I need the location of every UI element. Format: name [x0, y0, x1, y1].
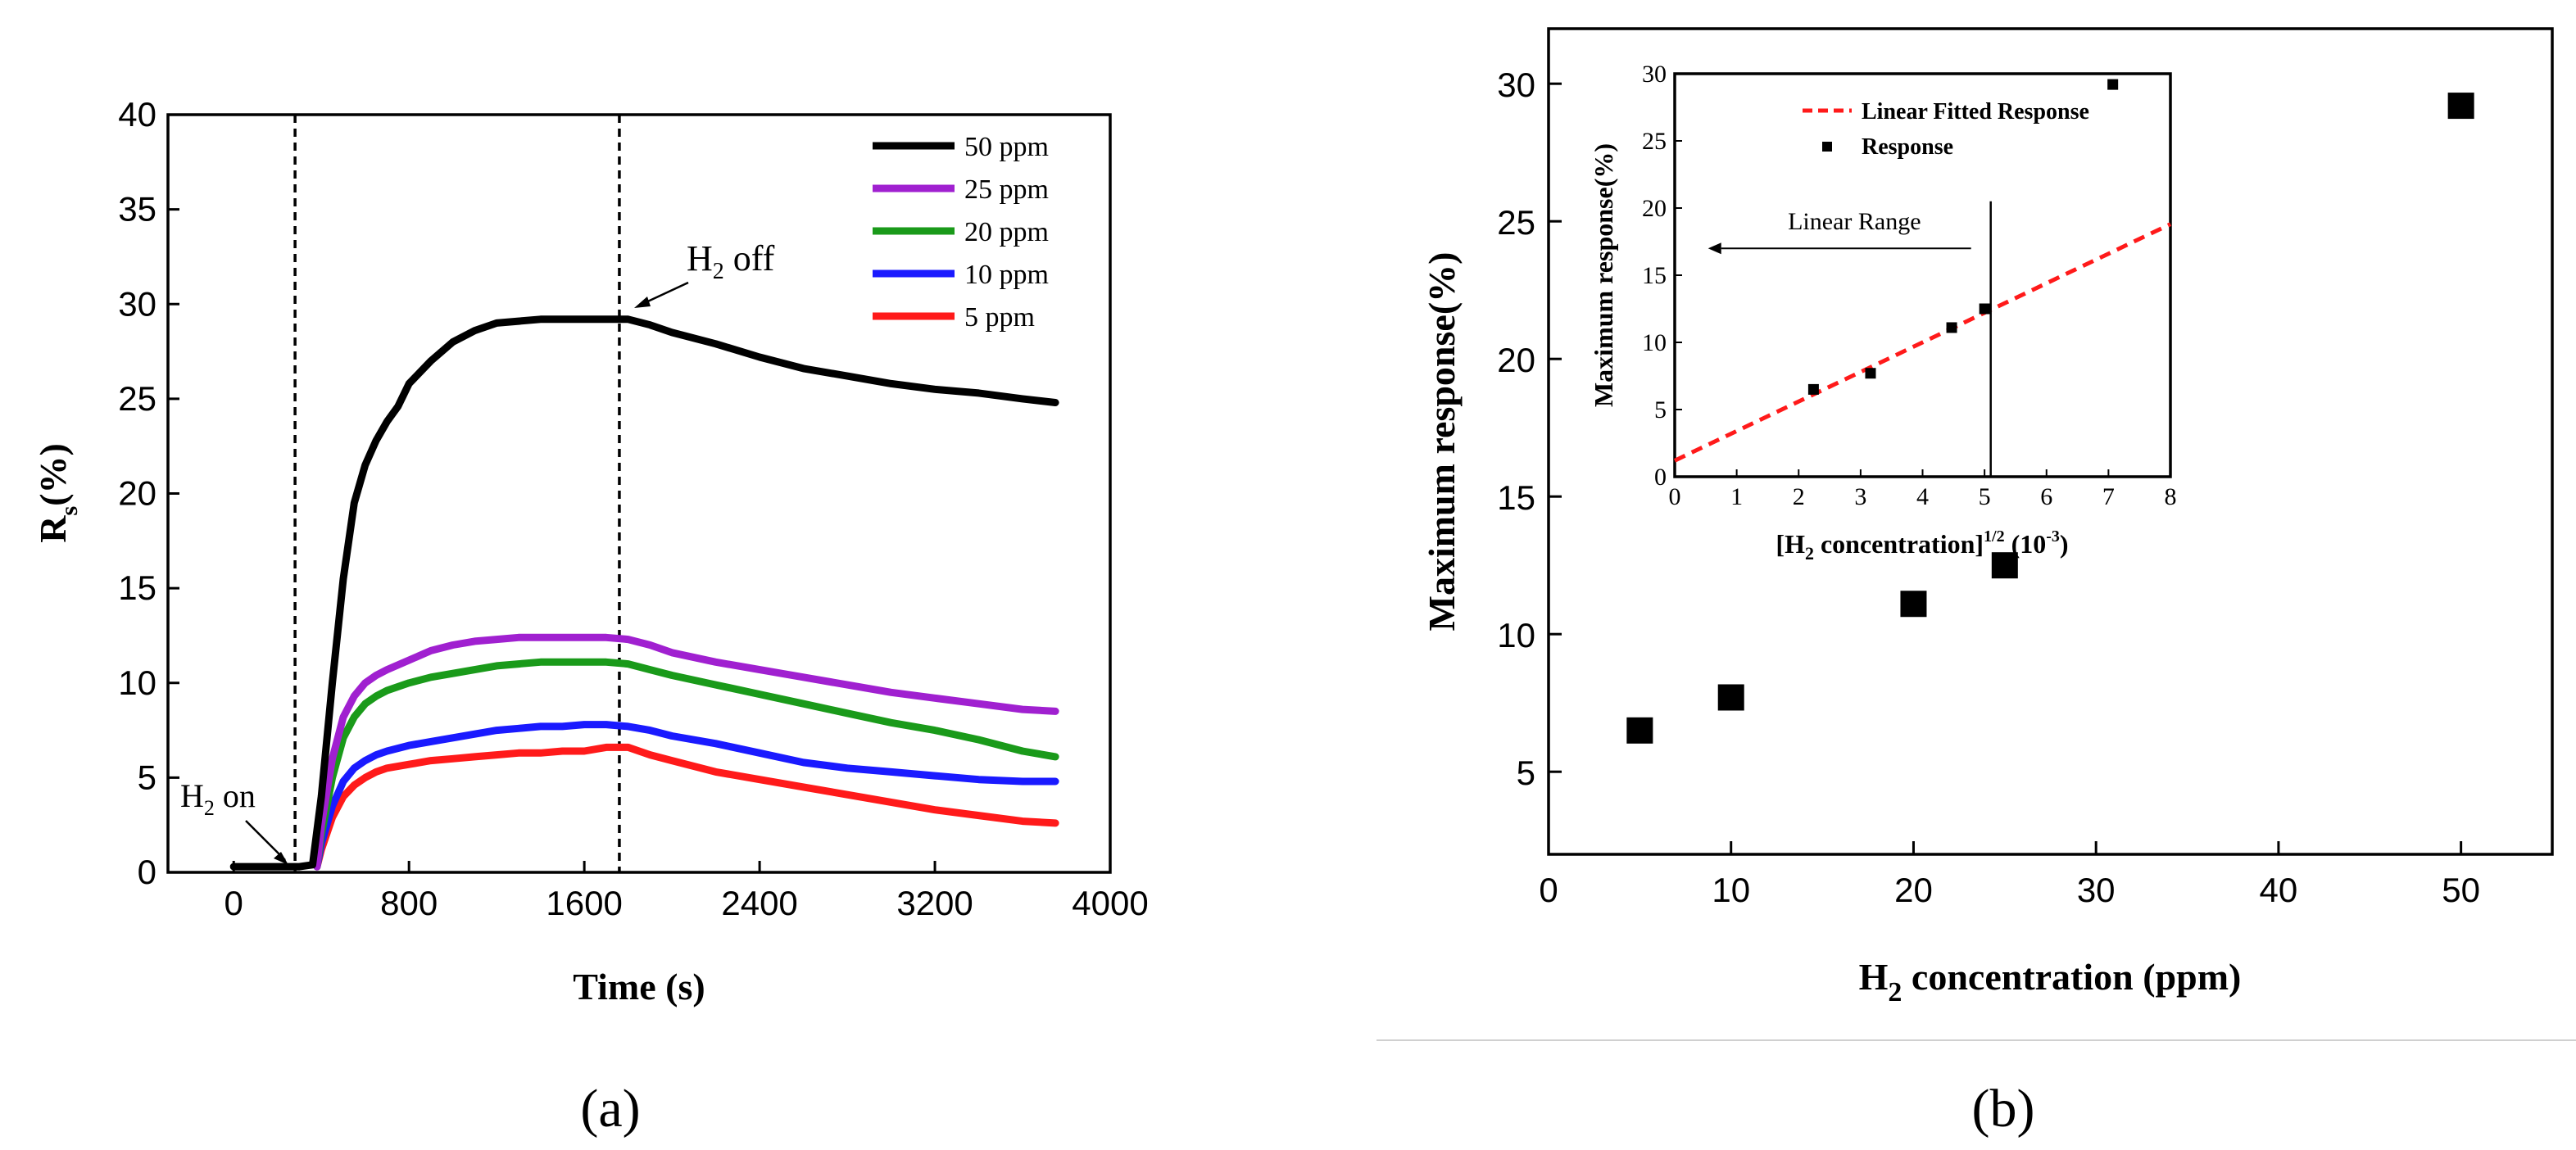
- chart-b-y-tick-label: 20: [1497, 341, 1535, 379]
- chart-a-x-axis-title: Time (s): [573, 966, 705, 1007]
- chart-a-y-tick-label: 35: [118, 190, 156, 229]
- inset-fit-line: [1673, 222, 2172, 463]
- chart-a-x-tick-label: 0: [224, 884, 243, 922]
- chart-b-y-axis-title: Maximum response(%): [1421, 252, 1463, 632]
- series-line-10-ppm: [313, 721, 1059, 871]
- chart-a-x-tick-label: 3200: [896, 884, 973, 922]
- series-line-50-ppm: [229, 315, 1059, 871]
- h2-on-arrow: [245, 820, 286, 861]
- inset-y-tick-label: 30: [1642, 61, 1667, 88]
- data-point: [1626, 717, 1653, 744]
- chart-a-y-axis-title: Rs(%): [32, 443, 83, 543]
- inset-x-tick-label: 6: [2040, 483, 2052, 510]
- data-point: [1900, 591, 1927, 618]
- inset-data-point: [2107, 79, 2119, 90]
- h2-on-arrowhead: [274, 852, 288, 865]
- inset-y-tick-label: 20: [1642, 195, 1667, 222]
- inset-data-point: [1865, 368, 1876, 379]
- chart-b-y-tick-label: 5: [1517, 754, 1535, 792]
- inset-y-tick-label: 0: [1654, 464, 1667, 491]
- chart-b-inset: 0 1 2 3 4 5 6 7 8 0 5 10 15 20 25 30 Linear Range Linear…: [1589, 61, 2177, 564]
- chart-a-y-tick-label: 40: [118, 95, 156, 134]
- inset-y-axis-title: Maximum response(%): [1589, 143, 1618, 407]
- inset-x-tick-label: 5: [1979, 483, 1991, 510]
- chart-a-x-tick-label: 1600: [546, 884, 622, 922]
- inset-data-point: [1979, 303, 1990, 315]
- panel-label-a: (a): [580, 1079, 640, 1139]
- h2-off-arrowhead: [634, 297, 651, 308]
- chart-a-y-tick-label: 10: [118, 663, 156, 702]
- legend-label: 25 ppm: [964, 174, 1049, 205]
- chart-b-y-tick-label: 10: [1497, 616, 1535, 654]
- chart-a-x-tick-label: 800: [380, 884, 438, 922]
- inset-legend-point-label: Response: [1862, 134, 1953, 160]
- chart-a-y-tick-label: 25: [118, 379, 156, 418]
- panel-label-b: (b): [1972, 1079, 2035, 1139]
- inset-x-tick-label: 8: [2165, 483, 2177, 510]
- legend-label: 50 ppm: [964, 132, 1049, 162]
- chart-a-y-tick-label: 5: [138, 758, 156, 796]
- data-point: [1991, 552, 2018, 579]
- h2-off-label: H2 off: [687, 238, 775, 284]
- data-point: [2447, 93, 2474, 120]
- chart-b-x-tick-label: 0: [1539, 871, 1558, 909]
- inset-x-axis-title: [H2 concentration]1/2 (10-3): [1776, 527, 2068, 564]
- inset-y-tick-label: 15: [1642, 262, 1667, 289]
- chart-a-x-tick-label: 2400: [721, 884, 797, 922]
- chart-b-x-tick-label: 30: [2077, 871, 2116, 909]
- inset-x-tick-label: 4: [1916, 483, 1929, 510]
- chart-a-y-tick-label: 0: [138, 853, 156, 891]
- series-line-20-ppm: [313, 658, 1059, 871]
- chart-b-x-axis-title: H2 concentration (ppm): [1859, 956, 2242, 1007]
- chart-b-y-tick-label: 15: [1497, 478, 1535, 517]
- legend-label: 10 ppm: [964, 260, 1049, 290]
- chart-b-y-tick-label: 25: [1497, 203, 1535, 242]
- chart-a: 0 800 1600 2400 3200 4000 0 5 10 15 20 25 30 35 40 50 …: [32, 95, 1149, 1007]
- chart-a-y-tick-label: 30: [118, 284, 156, 323]
- legend-label: 5 ppm: [964, 302, 1035, 333]
- chart-a-y-tick-label: 20: [118, 474, 156, 513]
- inset-y-tick-label: 10: [1642, 329, 1667, 356]
- chart-b-y-tick-label: 30: [1497, 66, 1535, 104]
- inset-linear-range-label: Linear Range: [1788, 208, 1921, 235]
- chart-a-x-tick-label: 4000: [1072, 884, 1148, 922]
- inset-linear-range-arrowhead: [1708, 242, 1721, 255]
- inset-x-tick-label: 2: [1793, 483, 1805, 510]
- inset-y-tick-label: 5: [1654, 396, 1667, 423]
- data-point: [1717, 684, 1744, 711]
- chart-b-x-tick-label: 40: [2260, 871, 2298, 909]
- series-line-25-ppm: [313, 633, 1059, 871]
- chart-b-x-tick-label: 50: [2442, 871, 2480, 909]
- inset-x-tick-label: 0: [1669, 483, 1681, 510]
- inset-data-point: [1946, 322, 1957, 333]
- inset-x-tick-label: 1: [1730, 483, 1743, 510]
- chart-b-x-tick-label: 20: [1894, 871, 1933, 909]
- chart-a-y-tick-label: 15: [118, 568, 156, 607]
- series-line-5-ppm: [313, 743, 1059, 871]
- legend-label: 20 ppm: [964, 217, 1049, 247]
- h2-on-label: H2 on: [180, 777, 256, 820]
- inset-data-point: [1807, 383, 1819, 395]
- inset-legend-fit-label: Linear Fitted Response: [1862, 99, 2089, 125]
- inset-x-tick-label: 7: [2102, 483, 2115, 510]
- chart-a-legend: 50 ppm 25 ppm 20 ppm 10 ppm 5 ppm: [873, 132, 1049, 333]
- chart-b-plot-frame: [1547, 27, 2554, 856]
- inset-x-tick-label: 3: [1854, 483, 1866, 510]
- chart-b-x-tick-label: 10: [1712, 871, 1750, 909]
- inset-legend-point-swatch: [1822, 142, 1832, 152]
- inset-y-tick-label: 25: [1642, 128, 1667, 155]
